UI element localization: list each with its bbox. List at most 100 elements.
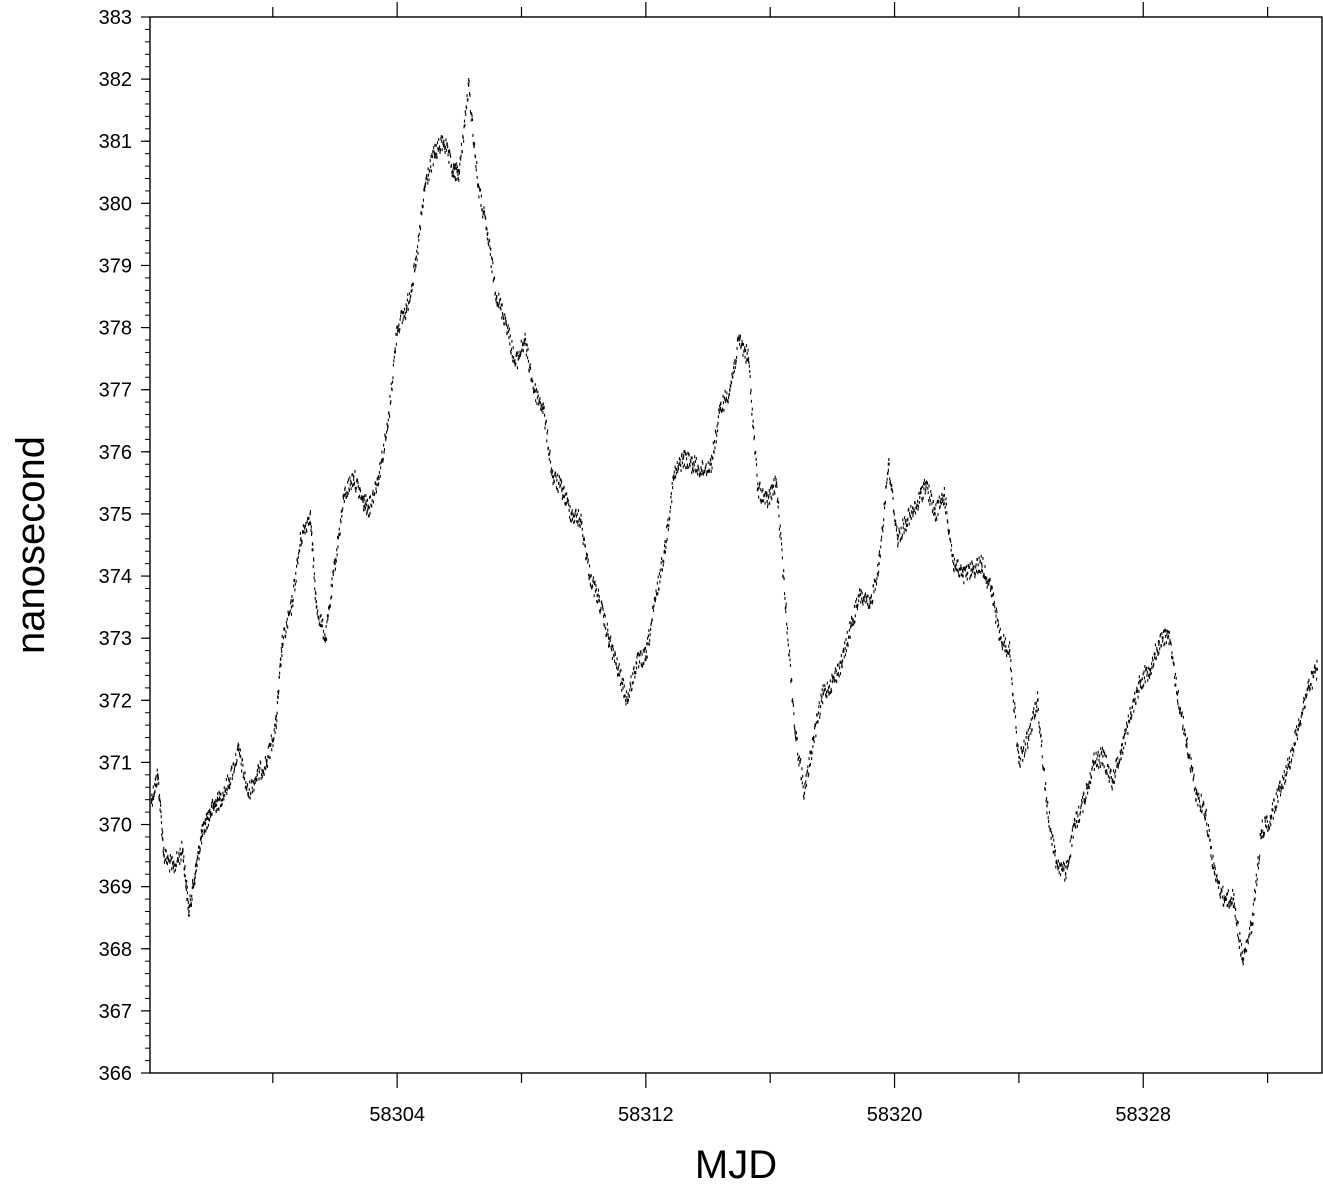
data-point [166,856,168,860]
data-point [165,849,167,853]
data-point [1295,732,1297,736]
data-point [863,599,865,603]
data-point [471,114,473,118]
data-point [774,475,776,479]
data-point [346,491,348,495]
data-point [976,569,978,573]
data-point [941,497,943,501]
data-point [695,456,697,460]
data-point [1095,760,1097,764]
data-point [565,502,567,506]
data-point [239,754,241,758]
data-point [164,848,166,852]
data-point [647,642,649,646]
data-point [530,366,532,370]
data-point [611,644,613,648]
data-point [623,684,625,688]
data-point [705,463,707,467]
data-point [1316,667,1319,671]
data-point [269,756,271,760]
data-point [599,609,601,613]
data-point [764,493,766,497]
data-point [362,500,364,504]
data-point [1124,741,1126,745]
data-point [556,478,558,482]
data-point [673,474,675,478]
data-point [1078,805,1080,809]
data-point [201,841,203,845]
data-point [526,349,528,353]
data-point [1250,921,1252,925]
data-point [974,575,976,579]
data-point [1039,727,1041,731]
data-point [858,594,860,598]
data-point [734,358,736,362]
data-point [521,348,523,352]
data-point [971,560,973,564]
data-point [549,452,551,456]
data-point [736,346,738,350]
data-point [1178,707,1180,711]
data-point [1208,834,1210,838]
data-point [725,396,727,400]
data-point [322,618,324,622]
data-point [253,788,255,792]
data-point [599,608,602,612]
data-point [1215,879,1217,883]
data-point [516,351,518,355]
data-point [720,401,722,405]
data-point [455,167,458,171]
data-point [1218,885,1220,889]
data-point [1279,780,1281,784]
data-point [817,720,819,724]
data-point [410,294,412,298]
data-point [474,155,477,159]
data-point [1314,664,1316,668]
data-point [185,885,187,889]
data-point [309,520,311,524]
data-point [1169,638,1171,642]
data-point [756,473,758,477]
data-point [559,485,561,489]
data-point [1279,785,1281,789]
data-point [190,903,193,907]
data-point [1260,832,1262,836]
data-point [164,858,166,862]
data-point [739,337,741,341]
data-point [619,673,621,677]
data-point [779,524,781,528]
data-point [377,482,380,486]
data-point [995,620,997,624]
data-point [381,450,383,454]
data-point [231,766,233,770]
data-point [441,139,443,143]
data-point [282,644,284,648]
data-point [501,316,503,320]
data-point [597,593,599,597]
data-point [211,801,213,805]
data-point [906,523,909,527]
data-point [180,852,182,856]
data-point [594,582,596,586]
data-point [1238,945,1240,949]
data-point [1199,809,1201,813]
data-point [640,650,642,654]
data-point [814,726,816,730]
data-point [239,748,241,752]
data-point [210,804,213,808]
data-point [941,492,943,496]
data-point [188,909,190,913]
data-point [153,793,155,797]
data-point [1004,649,1006,653]
data-point [730,381,733,385]
data-point [168,859,170,863]
data-point [369,496,371,500]
data-point [1024,742,1026,746]
data-point [352,483,354,487]
data-point [277,695,279,699]
data-point [1165,634,1167,638]
data-point [1072,835,1074,839]
data-point [296,564,298,568]
data-point [687,465,689,469]
data-point [1303,696,1305,700]
